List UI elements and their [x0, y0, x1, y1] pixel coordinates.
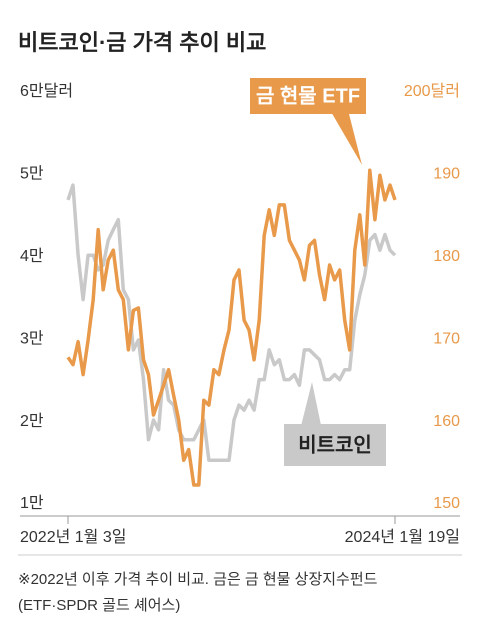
legend-label: 비트코인: [298, 433, 372, 456]
x-tick-label: 2024년 1월 19일: [345, 528, 460, 546]
y-tick-label: 3만: [20, 329, 44, 347]
series-line: [66, 168, 397, 487]
y2-tick-label: 160: [433, 413, 460, 430]
chart-title: 비트코인·금 가격 추이 비교: [18, 30, 266, 55]
y-tick-label: 4만: [20, 247, 44, 265]
callout-box: [284, 424, 386, 466]
y-tick-label: 1만: [20, 494, 44, 512]
note: ※2022년 이후 가격 추이 비교. 금은 금 현물 상장지수펀드: [18, 571, 378, 588]
series-line: [66, 183, 397, 463]
y2-tick-label: 150: [433, 495, 460, 512]
legend-label: 금 현물 ETF: [256, 84, 360, 107]
y2-tick-label: 190: [433, 166, 460, 183]
callout-pointer: [300, 382, 322, 430]
y2-tick-label: 180: [433, 248, 460, 265]
x-tick-label: 2022년 1월 3일: [20, 528, 126, 546]
note: (ETF·SPDR 골드 셰어스): [18, 597, 180, 614]
callout-pointer: [330, 110, 362, 165]
y2-tick-label: 170: [433, 330, 460, 347]
y-tick-label: 5만: [20, 165, 44, 183]
y2-tick-label: 200달러: [404, 82, 460, 100]
y-tick-label: 2만: [20, 412, 44, 430]
y-tick-label: 6만달러: [20, 82, 73, 100]
callout-box: [250, 78, 366, 114]
